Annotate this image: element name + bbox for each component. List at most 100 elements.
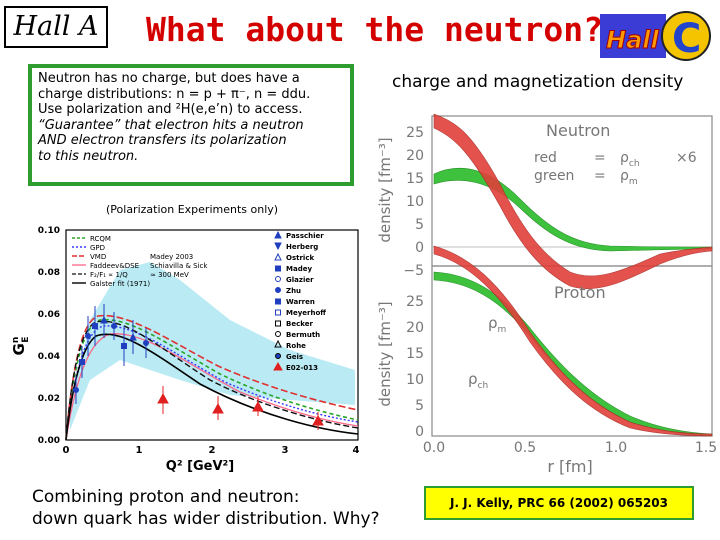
density-bottom-y-axis: 25 20 15 10 5 0 (406, 294, 424, 440)
citation-box: J. J. Kelly, PRC 66 (2002) 065203 (424, 486, 694, 520)
density-top-y-label: density [fm⁻³] (376, 137, 394, 242)
legend-label: GPD (90, 244, 105, 252)
data-point (100, 315, 108, 324)
experiment-label: Madey (286, 265, 312, 273)
y-tick-label: 20 (406, 148, 424, 164)
x-tick-label: 0.0 (423, 440, 445, 456)
note-line: Neutron has no charge, but does have a (38, 71, 300, 86)
gen-ylabel-sub: E (21, 337, 31, 343)
y-tick-label: 0.00 (38, 436, 60, 446)
legend-label: F₂/F₁ ∝ 1/Q (90, 271, 128, 279)
marker-herberg (274, 242, 282, 251)
proton-red-band (433, 245, 713, 437)
data-point (129, 332, 137, 341)
experiment-label: Herberg (286, 243, 318, 251)
y-tick-label: 10 (406, 194, 424, 210)
data-point (73, 387, 79, 393)
neutron-panel-label: Neutron (546, 121, 610, 140)
rho-sub-m: m (498, 325, 507, 335)
legend-rho: ρm (620, 168, 638, 187)
slide-title: What about the neutron? (146, 10, 603, 49)
legend-label: ≈ 300 MeV (150, 271, 189, 279)
data-point (85, 333, 91, 339)
gen-y-axis-label: GnE (10, 337, 31, 356)
curve-vmd (65, 314, 359, 441)
hall-c-logo: Hall C (600, 11, 711, 62)
marker-geis (275, 353, 281, 359)
proton-rho-m-label: ρm (488, 314, 506, 335)
x-tick-label: 1.5 (695, 440, 717, 456)
marker-passchier (274, 230, 282, 239)
data-point (157, 392, 169, 404)
marker-rohe (274, 339, 282, 348)
polarization-caption: (Polarization Experiments only) (106, 203, 279, 216)
marker-becker (275, 320, 281, 327)
rho-sub-ch: ch (629, 159, 640, 169)
gen-uncertainty-band (70, 262, 355, 430)
data-point (121, 343, 127, 349)
density-x-label: r [fm] (547, 457, 592, 476)
note-line: AND electron transfers its polarization (38, 133, 287, 149)
experiment-label: Rohe (286, 342, 306, 350)
x-tick-label: 0.5 (514, 440, 536, 456)
proton-panel-label: Proton (554, 283, 606, 302)
note-line: Use polarization and ²H(e,e’n) to access… (38, 102, 303, 118)
y-tick-label: 25 (406, 125, 424, 141)
right-plot-title: charge and magnetization density (392, 72, 684, 92)
gen-data-points (73, 304, 324, 430)
gen-x-axis-label: Q² [GeV²] (166, 459, 234, 474)
marker-ostrick (274, 252, 282, 261)
data-point (92, 323, 98, 329)
legend-label: RCQM (90, 235, 111, 243)
curve-rcqm (65, 318, 359, 441)
legend-label: Galster fit (1971) (90, 280, 150, 288)
rho-sub-ch: ch (478, 381, 489, 391)
experiment-label: Geis (286, 353, 303, 361)
marker-zhu (275, 287, 281, 293)
data-point (79, 359, 85, 365)
marker-madey (275, 265, 281, 272)
proton-rho-ch-label: ρch (468, 370, 488, 391)
note-line: charge distributions: n = p + π⁻, n = dd… (38, 86, 311, 102)
y-tick-label: 0.10 (38, 226, 60, 236)
marker-meyerhoff (275, 309, 281, 316)
hall-c-logo-bg (600, 14, 666, 58)
density-plot: Neutron Proton red = ρch ×6 green = ρm ρ… (376, 113, 717, 476)
experiment-label: Ostrick (286, 254, 314, 262)
legend-rho: ρch (620, 150, 640, 169)
density-x-axis: 0.0 0.5 1.0 1.5 (423, 440, 717, 456)
density-top-y-axis: 25 20 15 10 5 0 −5 (403, 125, 424, 279)
experiment-label: Bermuth (286, 331, 320, 339)
note-line: to this neutron. (38, 148, 139, 164)
experiment-label: Zhu (286, 287, 301, 295)
experiment-label: E02-013 (286, 364, 318, 372)
legend-eq: = (594, 150, 606, 166)
x-tick-label: 3 (282, 445, 289, 456)
y-tick-label: 0 (415, 424, 424, 440)
marker-warren (275, 298, 281, 305)
gen-ylabel-sup: n (11, 337, 21, 343)
rho-symbol: ρ (620, 150, 629, 166)
experiment-label: Glazier (286, 276, 314, 284)
y-tick-label: 0.02 (38, 394, 60, 404)
hall-c-logo-text: Hall (606, 26, 660, 54)
experiment-label: Becker (286, 320, 313, 328)
data-point (143, 340, 149, 346)
experiment-label: Warren (286, 298, 315, 306)
gen-ylabel-main: G (10, 343, 28, 355)
marker-e02013 (273, 361, 283, 371)
y-tick-label: 15 (406, 346, 424, 362)
y-tick-label: −5 (403, 263, 424, 279)
data-point (111, 323, 117, 329)
density-bottom-y-label: density [fm⁻³] (376, 301, 394, 406)
y-tick-label: 0.08 (38, 268, 60, 278)
y-tick-label: 20 (406, 320, 424, 336)
y-tick-label: 5 (415, 217, 424, 233)
data-point (312, 414, 324, 426)
curve-f2f1 (65, 320, 359, 441)
rho-sub-m: m (629, 177, 638, 187)
legend-eq: = (594, 168, 606, 184)
y-tick-label: 0.06 (38, 310, 60, 320)
conclusion-line: Combining proton and neutron: (32, 487, 300, 507)
legend-label: VMD (90, 253, 106, 261)
